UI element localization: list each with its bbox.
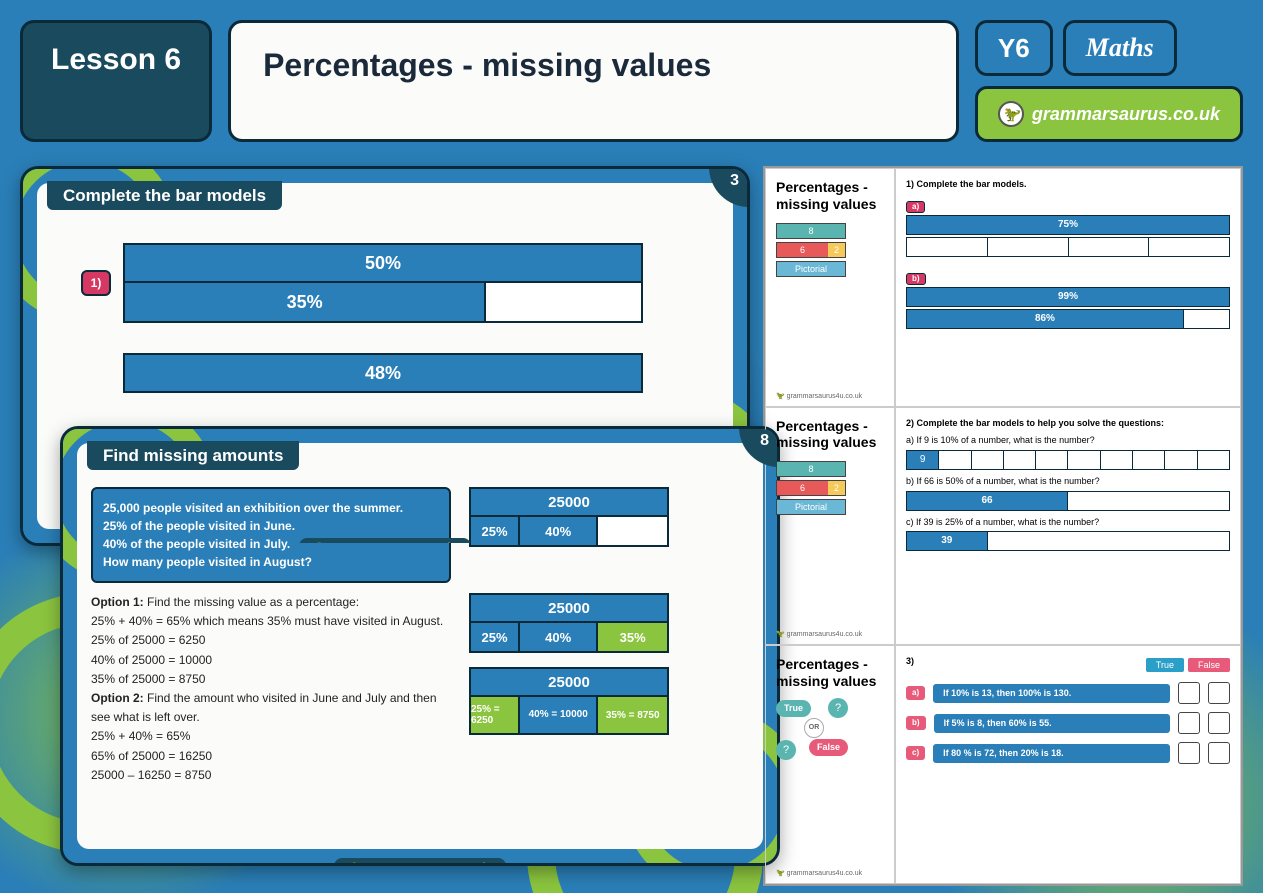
brand-icon: 🦖 (998, 101, 1024, 127)
page-title: Percentages - missing values (228, 20, 959, 142)
ws-content-2: 2) Complete the bar models to help you s… (895, 407, 1241, 646)
question-tag: 1) (81, 270, 111, 296)
true-checkbox[interactable] (1178, 682, 1200, 704)
bar-model-a: 25000 25% 40% (469, 487, 669, 583)
tf-row-b: b) If 5% is 8, then 60% is 55. (906, 712, 1230, 734)
slide-title: Find missing amounts (87, 441, 299, 470)
false-header: False (1188, 658, 1230, 672)
slide-footer: 🦖 www.grammarsaurus.co.uk (334, 858, 506, 866)
ws-content-1: 1) Complete the bar models. a) 75% b) 99… (895, 168, 1241, 407)
year-badge: Y6 (975, 20, 1053, 76)
worksheet-column: Percentages - missing values 8 62 Pictor… (763, 166, 1243, 886)
true-checkbox[interactable] (1178, 712, 1200, 734)
bar-empty (486, 283, 641, 321)
true-header: True (1146, 658, 1184, 672)
slide-stack: 3 Complete the bar models 1) 50% 35% (20, 166, 747, 886)
bar-segment: 50% (125, 245, 641, 281)
header-row: Lesson 6 Percentages - missing values Y6… (20, 20, 1243, 142)
problem-text: 25,000 people visited an exhibition over… (91, 487, 451, 583)
bar-segment: 48% (125, 355, 641, 391)
bar-model-q2: 48% (81, 353, 719, 393)
bar-model-q1: 1) 50% 35% (81, 243, 719, 323)
ws-side-1: Percentages - missing values 8 62 Pictor… (765, 168, 895, 407)
pictorial-tags: 8 62 Pictorial (776, 223, 846, 277)
brand-text: grammarsaurus.co.uk (1032, 105, 1220, 123)
true-checkbox[interactable] (1178, 742, 1200, 764)
ws-side-2: Percentages - missing values 8 62 Pictor… (765, 407, 895, 646)
bar-segment: 35% (125, 283, 486, 321)
false-checkbox[interactable] (1208, 712, 1230, 734)
tf-row-c: c) If 80 % is 72, then 20% is 18. (906, 742, 1230, 764)
bar-model-c: 25000 25% = 6250 40% = 10000 35% = 8750 (469, 667, 669, 735)
tf-row-a: a) If 10% is 13, then 100% is 130. (906, 682, 1230, 704)
header-badges: Y6 Maths 🦖 grammarsaurus.co.uk (975, 20, 1243, 142)
main-area: 3 Complete the bar models 1) 50% 35% (20, 166, 1243, 886)
lesson-badge: Lesson 6 (20, 20, 212, 142)
slide-missing-amounts: 8 Find missing amounts 25,000 people vis… (60, 426, 780, 866)
page-container: Lesson 6 Percentages - missing values Y6… (0, 0, 1263, 893)
ws-side-3: Percentages - missing values True ? OR ?… (765, 645, 895, 884)
slide-title: Complete the bar models (47, 181, 282, 210)
solution-text: Option 1: Find the missing value as a pe… (91, 593, 451, 785)
true-false-icon: True ? OR ? False (776, 700, 856, 760)
subject-badge: Maths (1063, 20, 1177, 76)
false-checkbox[interactable] (1208, 742, 1230, 764)
brand-badge: 🦖 grammarsaurus.co.uk (975, 86, 1243, 142)
bar-model-b: 25000 25% 40% 35% (469, 593, 669, 653)
false-checkbox[interactable] (1208, 682, 1230, 704)
ws-content-3: 3) True False a) If 10% is 13, then 100%… (895, 645, 1241, 884)
